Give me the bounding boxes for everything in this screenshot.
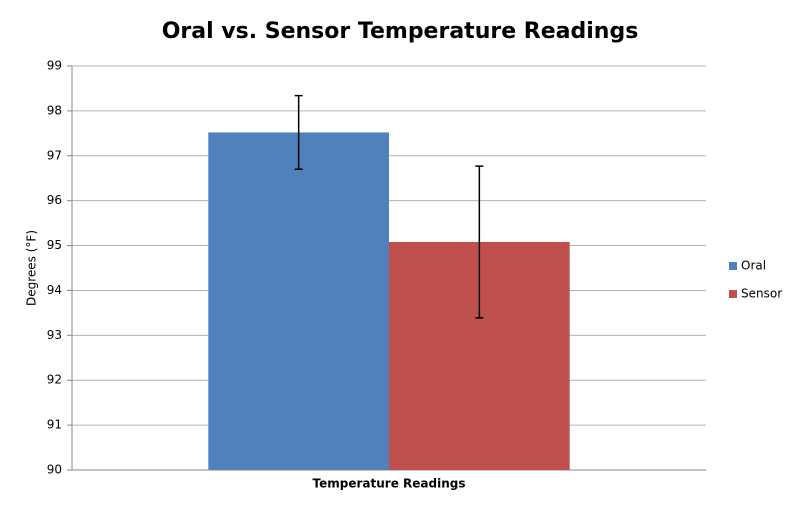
y-tick-label: 99: [47, 59, 62, 73]
y-tick-label: 93: [47, 328, 62, 342]
legend-label: Sensor: [741, 287, 782, 301]
y-tick-label: 91: [47, 418, 62, 432]
legend-label: Oral: [741, 259, 766, 273]
y-tick-label: 92: [47, 373, 62, 387]
y-tick-label: 94: [47, 283, 62, 297]
y-tick-label: 90: [47, 463, 62, 477]
y-tick-label: 95: [47, 238, 62, 252]
chart-title: Oral vs. Sensor Temperature Readings: [162, 19, 639, 44]
y-tick-label: 97: [47, 148, 62, 162]
y-axis-title: Degrees (°F): [25, 230, 39, 306]
error-bar: [294, 94, 303, 170]
x-tick-label: Temperature Readings: [313, 477, 466, 491]
legend-swatch: [729, 290, 737, 298]
y-tick-label: 96: [47, 193, 62, 207]
legend-swatch: [729, 262, 737, 270]
error-bar: [475, 165, 484, 319]
y-tick-label: 98: [47, 103, 62, 117]
bar: [208, 132, 389, 471]
